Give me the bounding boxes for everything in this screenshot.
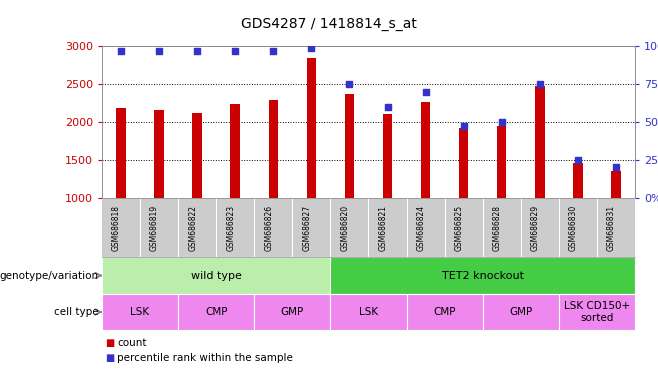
Point xyxy=(459,123,469,129)
Text: GSM686828: GSM686828 xyxy=(493,205,501,250)
Text: LSK: LSK xyxy=(359,307,378,317)
Text: LSK CD150+
sorted: LSK CD150+ sorted xyxy=(564,301,630,323)
Bar xyxy=(230,104,240,198)
Point xyxy=(154,48,164,54)
Point xyxy=(268,48,278,54)
Text: GSM686823: GSM686823 xyxy=(226,204,236,251)
Text: CMP: CMP xyxy=(434,307,456,317)
Point xyxy=(344,81,355,87)
Point xyxy=(230,48,241,54)
Text: GSM686830: GSM686830 xyxy=(569,204,578,251)
Text: GSM686831: GSM686831 xyxy=(607,204,616,251)
Text: percentile rank within the sample: percentile rank within the sample xyxy=(117,353,293,363)
Bar xyxy=(383,114,392,198)
Bar xyxy=(535,86,545,198)
Text: GSM686827: GSM686827 xyxy=(303,204,311,251)
Bar xyxy=(611,171,620,198)
Text: ■: ■ xyxy=(105,353,114,363)
Text: LSK: LSK xyxy=(130,307,149,317)
Text: GSM686822: GSM686822 xyxy=(188,205,197,250)
Text: GSM686829: GSM686829 xyxy=(531,204,540,251)
Point xyxy=(611,164,621,170)
Bar xyxy=(421,102,430,198)
Text: GSM686825: GSM686825 xyxy=(455,204,464,251)
Bar xyxy=(497,126,507,198)
Bar xyxy=(345,94,354,198)
Text: GSM686819: GSM686819 xyxy=(150,204,159,251)
Text: count: count xyxy=(117,338,147,348)
Point xyxy=(420,88,431,94)
Point xyxy=(572,157,583,163)
Point xyxy=(534,81,545,87)
Text: GSM686821: GSM686821 xyxy=(378,205,388,250)
Point xyxy=(306,45,316,51)
Text: GDS4287 / 1418814_s_at: GDS4287 / 1418814_s_at xyxy=(241,17,417,31)
Bar xyxy=(573,163,582,198)
Point xyxy=(496,119,507,125)
Text: ■: ■ xyxy=(105,338,114,348)
Text: GMP: GMP xyxy=(509,307,532,317)
Point xyxy=(382,104,393,110)
Text: CMP: CMP xyxy=(205,307,228,317)
Point xyxy=(116,48,126,54)
Bar xyxy=(192,113,202,198)
Text: wild type: wild type xyxy=(191,270,241,281)
Text: GSM686826: GSM686826 xyxy=(265,204,273,251)
Text: genotype/variation: genotype/variation xyxy=(0,270,99,281)
Text: TET2 knockout: TET2 knockout xyxy=(442,270,524,281)
Bar xyxy=(307,58,316,198)
Text: GSM686818: GSM686818 xyxy=(112,205,121,250)
Text: GSM686824: GSM686824 xyxy=(417,204,426,251)
Point xyxy=(192,48,203,54)
Bar xyxy=(155,110,164,198)
Text: GMP: GMP xyxy=(281,307,304,317)
Bar xyxy=(116,108,126,198)
Bar xyxy=(268,100,278,198)
Text: cell type: cell type xyxy=(54,307,99,317)
Bar xyxy=(459,128,468,198)
Text: GSM686820: GSM686820 xyxy=(340,204,349,251)
